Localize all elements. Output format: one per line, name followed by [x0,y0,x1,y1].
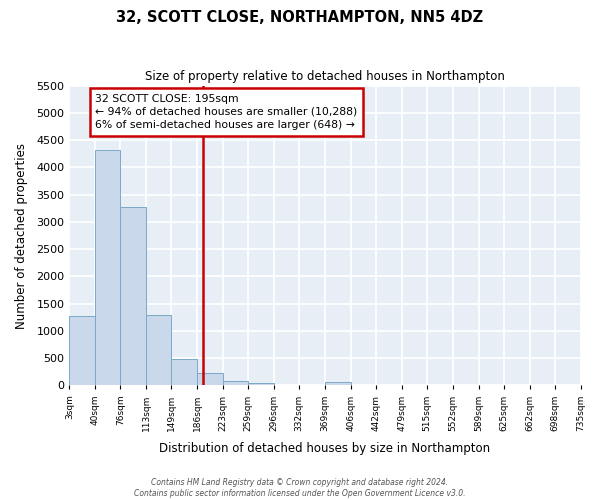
Text: 32, SCOTT CLOSE, NORTHAMPTON, NN5 4DZ: 32, SCOTT CLOSE, NORTHAMPTON, NN5 4DZ [116,10,484,25]
X-axis label: Distribution of detached houses by size in Northampton: Distribution of detached houses by size … [160,442,490,455]
Bar [325,382,351,386]
Bar [197,373,223,386]
Bar [70,316,95,386]
Bar [223,380,248,386]
Title: Size of property relative to detached houses in Northampton: Size of property relative to detached ho… [145,70,505,83]
Bar [95,150,120,386]
Text: 32 SCOTT CLOSE: 195sqm
← 94% of detached houses are smaller (10,288)
6% of semi-: 32 SCOTT CLOSE: 195sqm ← 94% of detached… [95,94,358,130]
Bar [146,315,171,386]
Text: Contains HM Land Registry data © Crown copyright and database right 2024.
Contai: Contains HM Land Registry data © Crown c… [134,478,466,498]
Y-axis label: Number of detached properties: Number of detached properties [15,142,28,328]
Bar [248,383,274,386]
Bar [120,206,146,386]
Bar [171,359,197,386]
